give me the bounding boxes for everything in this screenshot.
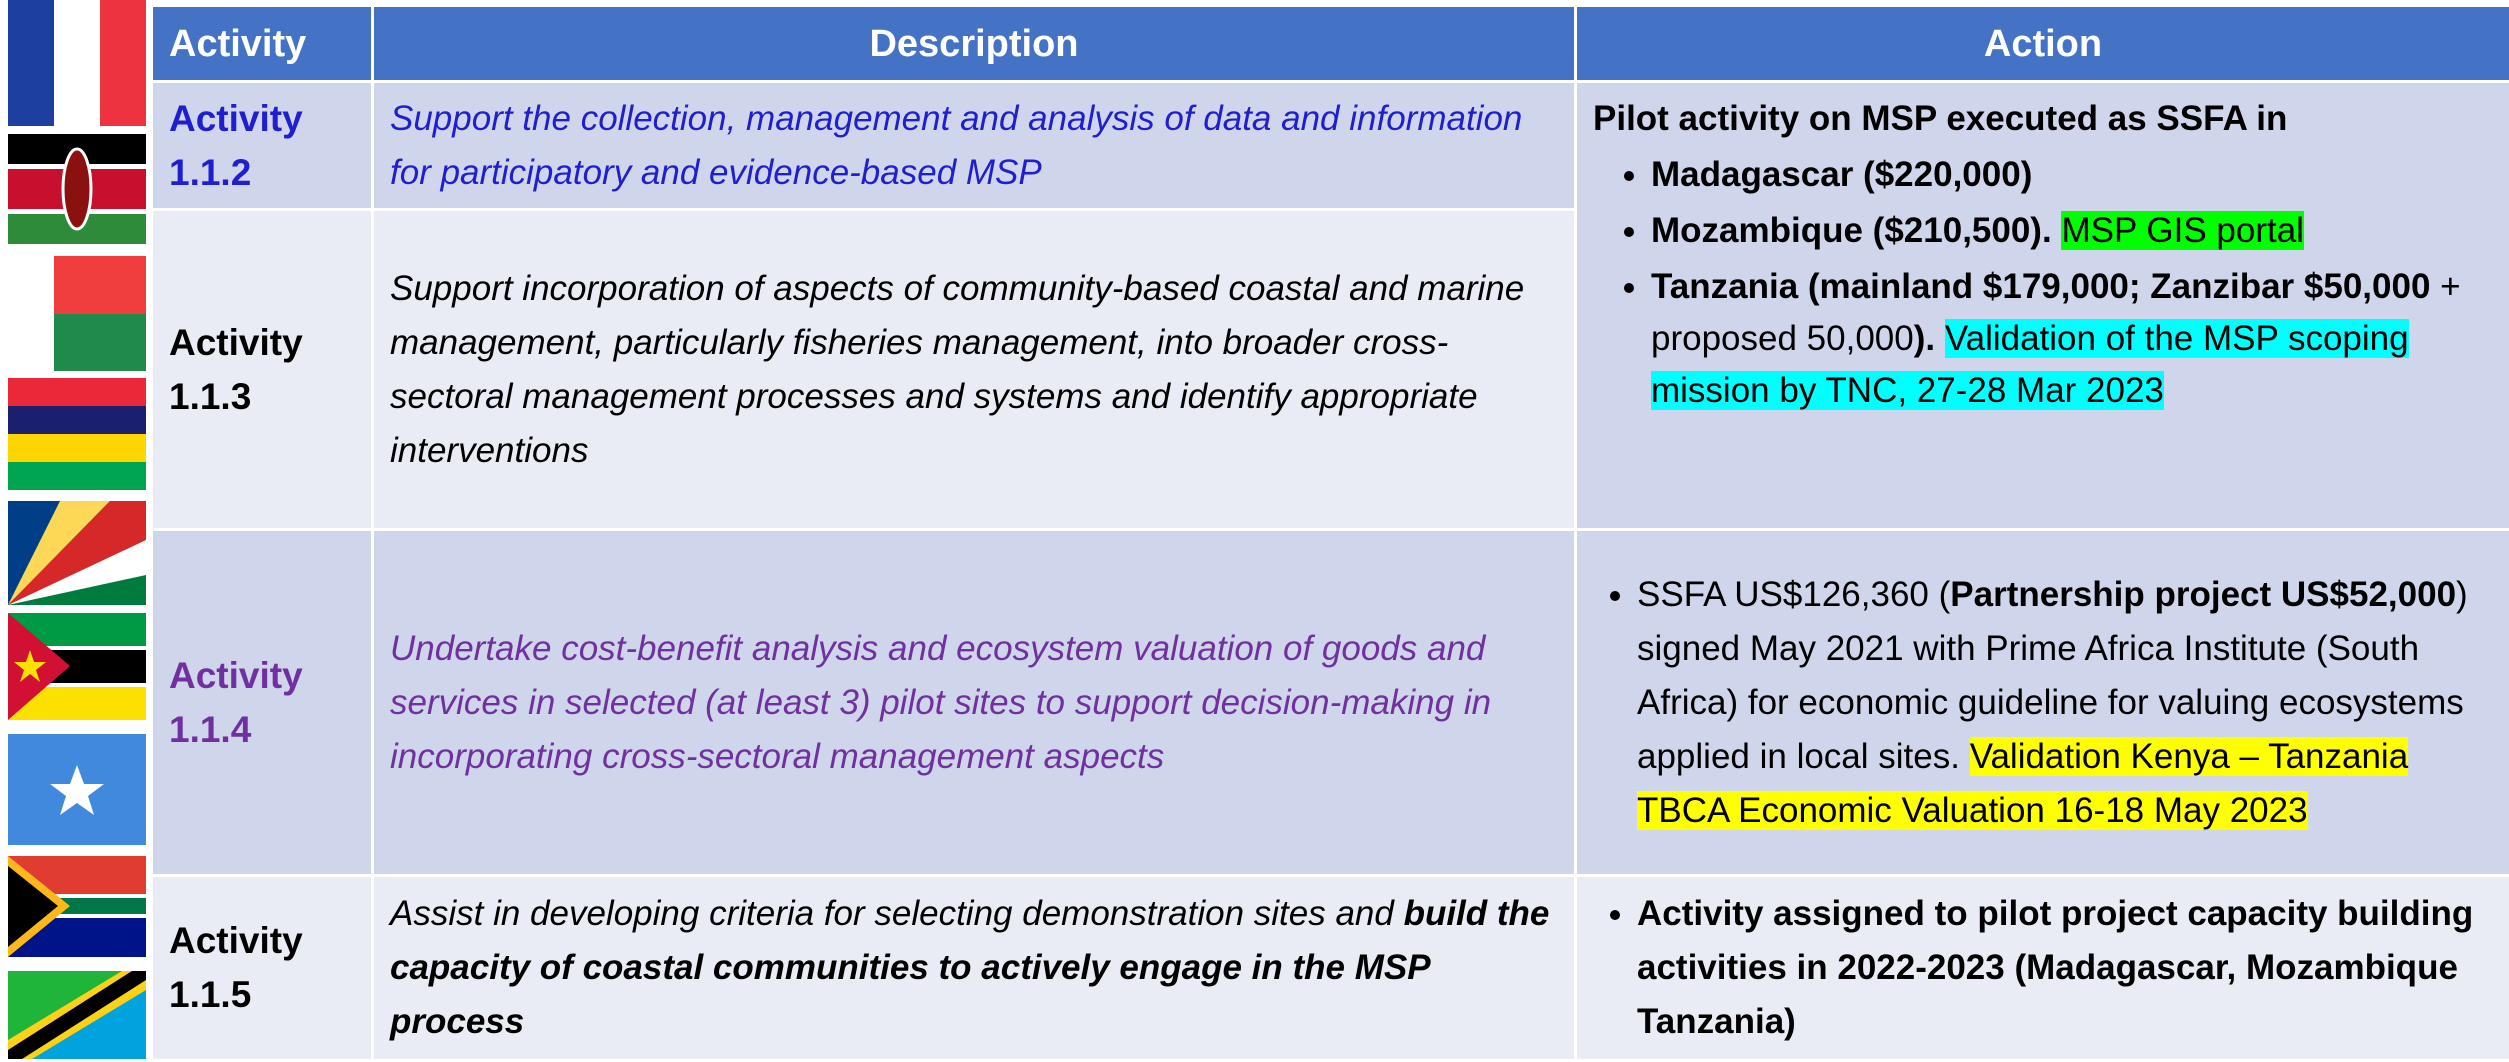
text: ). (1914, 319, 1935, 358)
header-cell: Activity (152, 6, 373, 82)
action-list: Madagascar ($220,000) Mozambique ($210,5… (1593, 149, 2493, 417)
description-cell: Support incorporation of aspects of comm… (373, 210, 1576, 530)
action-cell: SSFA US$126,360 (Partnership project US$… (1576, 530, 2509, 876)
action-cell: Pilot activity on MSP executed as SSFA i… (1576, 82, 2509, 530)
text: Tanzania (mainland $179,000; Zanzibar $5… (1651, 267, 2430, 306)
flag-seychelles (8, 501, 146, 605)
action-list: SSFA US$126,360 (Partnership project US$… (1593, 568, 2493, 838)
text: Madagascar ($220,000) (1651, 155, 2032, 194)
flag-madagascar (8, 256, 146, 371)
header-cell: Description (373, 6, 1576, 82)
activity-cell: Activity 1.1.2 (152, 82, 373, 210)
flag-mozambique (8, 613, 146, 720)
action-intro: Pilot activity on MSP executed as SSFA i… (1593, 93, 2493, 145)
activity-cell: Activity 1.1.5 (152, 876, 373, 1061)
flag-tanzania (8, 971, 146, 1059)
flag-south-africa (8, 856, 146, 957)
description-cell: Assist in developing criteria for select… (373, 876, 1576, 1061)
row: Activity 1.1.2 Support the collection, m… (152, 82, 2509, 210)
description-cell: Undertake cost-benefit analysis and ecos… (373, 530, 1576, 876)
activity-table: Activity Description Action Activity 1.1… (150, 4, 2509, 1062)
flag-kenya (8, 134, 146, 244)
bullet: SSFA US$126,360 (Partnership project US$… (1637, 568, 2493, 838)
bullet: Mozambique ($210,500). MSP GIS portal (1651, 205, 2493, 257)
row: Activity 1.1.5 Assist in developing crit… (152, 876, 2509, 1061)
flags (0, 0, 150, 1059)
text: Assist in developing criteria for select… (390, 894, 1394, 933)
highlight: MSP GIS portal (2061, 211, 2304, 250)
row: Activity 1.1.4 Undertake cost-benefit an… (152, 530, 2509, 876)
text: Mozambique ($210,500). (1651, 211, 2052, 250)
flag-france (8, 0, 146, 126)
text: Partnership project US$52,000 (1950, 575, 2456, 614)
flag-mauritius (8, 378, 146, 490)
activity-cell: Activity 1.1.4 (152, 530, 373, 876)
description-cell: Support the collection, management and a… (373, 82, 1576, 210)
bullet: Activity assigned to pilot project capac… (1637, 887, 2493, 1049)
bullet: Madagascar ($220,000) (1651, 149, 2493, 201)
text: SSFA US$126,360 ( (1637, 575, 1950, 614)
header-row: Activity Description Action (152, 6, 2509, 82)
activity-cell: Activity 1.1.3 (152, 210, 373, 530)
flag-somalia (8, 734, 146, 845)
bullet: Tanzania (mainland $179,000; Zanzibar $5… (1651, 261, 2493, 417)
text: Activity assigned to pilot project capac… (1637, 894, 2473, 1041)
action-list: Activity assigned to pilot project capac… (1593, 887, 2493, 1049)
action-cell: Activity assigned to pilot project capac… (1576, 876, 2509, 1061)
header-cell: Action (1576, 6, 2509, 82)
